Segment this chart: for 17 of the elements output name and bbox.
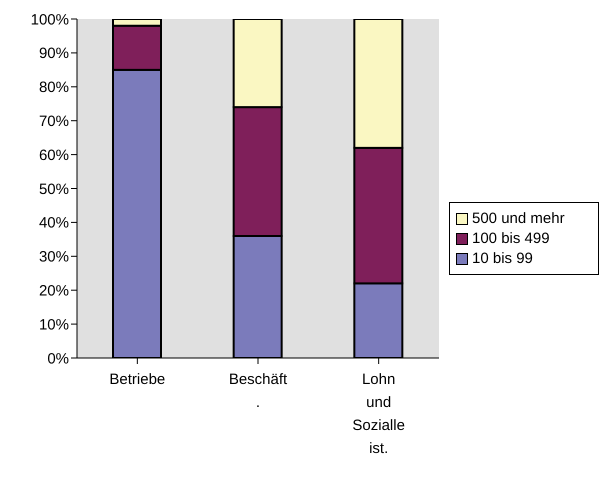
x-tick-label: Lohn und Sozialleist.: [352, 371, 405, 457]
y-tick-label: 30%: [38, 248, 69, 266]
legend-label: 500 und mehr: [472, 210, 565, 227]
y-tick-label: 70%: [38, 113, 69, 130]
x-tick-label: Betriebe: [109, 371, 166, 388]
x-tick-label: Beschäft.: [228, 371, 288, 411]
y-tick-label: 50%: [38, 180, 69, 198]
y-tick-label: 20%: [38, 282, 69, 300]
y-tick-label: 90%: [38, 45, 69, 62]
y-tick-label: 40%: [38, 214, 69, 232]
legend-label: 100 bis 499: [472, 230, 550, 247]
y-tick-label: 80%: [38, 79, 69, 96]
y-tick-label: 0%: [47, 350, 69, 368]
legend-label: 10 bis 99: [472, 250, 533, 267]
y-tick-label: 100%: [30, 11, 69, 28]
y-tick-label: 60%: [38, 146, 69, 164]
y-tick-label: 10%: [38, 316, 69, 334]
